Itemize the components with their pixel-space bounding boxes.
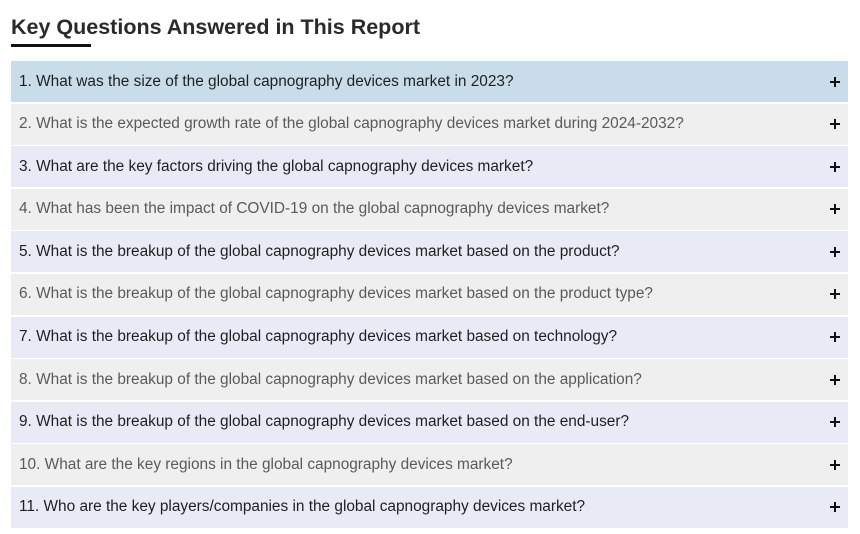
faq-accordion: 1. What was the size of the global capno… [11, 61, 848, 530]
faq-question: 8. What is the breakup of the global cap… [19, 370, 642, 388]
plus-icon[interactable] [830, 204, 840, 215]
plus-icon[interactable] [830, 332, 840, 343]
title-underline [11, 44, 91, 47]
plus-icon[interactable] [830, 289, 840, 300]
faq-item-6[interactable]: 6. What is the breakup of the global cap… [11, 273, 848, 315]
faq-item-8[interactable]: 8. What is the breakup of the global cap… [11, 359, 848, 401]
faq-item-4[interactable]: 4. What has been the impact of COVID-19 … [11, 188, 848, 230]
faq-question: 10. What are the key regions in the glob… [19, 455, 513, 473]
faq-question: 6. What is the breakup of the global cap… [19, 285, 653, 303]
plus-icon[interactable] [830, 502, 840, 513]
faq-item-2[interactable]: 2. What is the expected growth rate of t… [11, 103, 848, 145]
faq-question: 1. What was the size of the global capno… [19, 72, 514, 90]
faq-item-7[interactable]: 7. What is the breakup of the global cap… [11, 316, 848, 358]
section-title: Key Questions Answered in This Report [11, 15, 420, 39]
faq-item-9[interactable]: 9. What is the breakup of the global cap… [11, 401, 848, 443]
faq-question: 11. Who are the key players/companies in… [19, 498, 586, 516]
plus-icon[interactable] [830, 161, 840, 172]
plus-icon[interactable] [830, 119, 840, 130]
faq-item-1[interactable]: 1. What was the size of the global capno… [11, 61, 848, 102]
plus-icon[interactable] [830, 459, 840, 470]
faq-question: 3. What are the key factors driving the … [19, 157, 534, 175]
faq-question: 5. What is the breakup of the global cap… [19, 242, 620, 260]
plus-icon[interactable] [830, 374, 840, 385]
faq-question: 9. What is the breakup of the global cap… [19, 413, 630, 431]
plus-icon[interactable] [830, 417, 840, 428]
plus-icon[interactable] [830, 76, 840, 87]
faq-question: 2. What is the expected growth rate of t… [19, 115, 684, 133]
faq-item-10[interactable]: 10. What are the key regions in the glob… [11, 444, 848, 486]
faq-question: 4. What has been the impact of COVID-19 … [19, 200, 610, 218]
faq-item-3[interactable]: 3. What are the key factors driving the … [11, 146, 848, 188]
faq-item-11[interactable]: 11. Who are the key players/companies in… [11, 486, 848, 528]
faq-question: 7. What is the breakup of the global cap… [19, 328, 618, 346]
plus-icon[interactable] [830, 246, 840, 257]
faq-item-5[interactable]: 5. What is the breakup of the global cap… [11, 231, 848, 273]
